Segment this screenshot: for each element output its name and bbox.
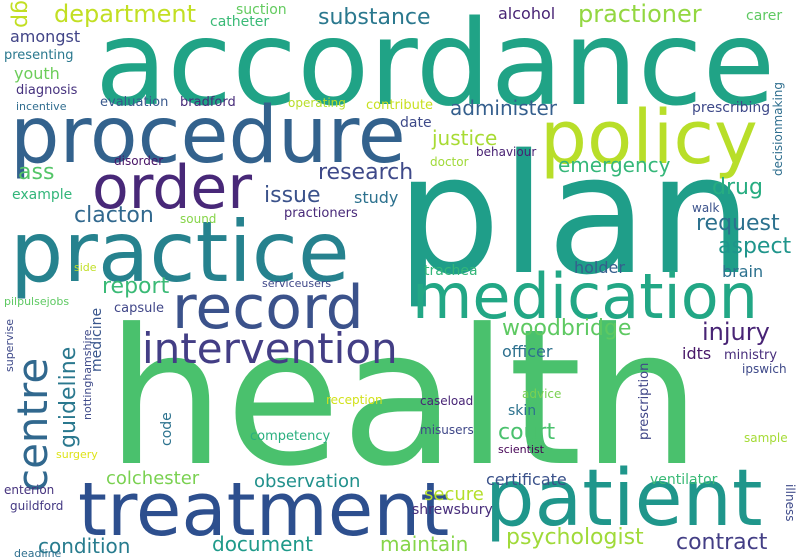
word-practice: practice xyxy=(10,203,350,301)
word-colchester: colchester xyxy=(106,468,200,489)
word-medicine: medicine xyxy=(89,307,105,372)
word-treatment: treatment xyxy=(78,467,450,553)
word-reception: reception xyxy=(326,393,383,407)
word-advice: advice xyxy=(522,387,562,401)
word-condition: condition xyxy=(38,534,131,558)
word-illness: illness xyxy=(783,484,797,522)
word-accordance: accordance xyxy=(95,0,776,132)
word-skin: skin xyxy=(508,403,537,419)
word-side: side xyxy=(74,261,97,274)
word-practioner: practioner xyxy=(578,0,702,28)
word-scientist: scientist xyxy=(498,443,544,456)
word-diagnosis: diagnosis xyxy=(16,83,78,98)
word-idts: idts xyxy=(682,344,712,363)
word-psychologist: psychologist xyxy=(506,525,644,550)
word-emergency: emergency xyxy=(558,153,671,177)
word-presenting: presenting xyxy=(4,48,74,63)
word-centre: centre xyxy=(8,357,57,492)
word-brain: brain xyxy=(722,262,764,281)
word-report: report xyxy=(102,274,170,299)
word-supervise: supervise xyxy=(3,318,16,372)
word-example: example xyxy=(12,187,73,203)
word-deadline: deadline xyxy=(14,547,62,560)
word-request: request xyxy=(696,211,780,236)
word-prescribing: prescribing xyxy=(692,100,771,116)
word-competency: competency xyxy=(250,429,331,444)
word-walk: walk xyxy=(692,201,720,215)
word-intervention: intervention xyxy=(142,324,398,373)
word-clacton: clacton xyxy=(74,203,154,228)
word-certificate: certificate xyxy=(486,470,567,489)
word-decisionmaking: decisionmaking xyxy=(771,81,785,176)
word-bradford: bradford xyxy=(180,95,236,110)
word-shrewsbury: shrewsbury xyxy=(412,502,493,518)
word-prescription: prescription xyxy=(637,362,652,440)
word-study: study xyxy=(354,188,399,207)
word-medication: medication xyxy=(412,260,758,333)
word-surgery: surgery xyxy=(56,448,98,461)
word-order: order xyxy=(92,153,252,223)
word-behaviour: behaviour xyxy=(476,145,537,159)
word-carer: carer xyxy=(746,8,783,24)
word-guideline: guideline xyxy=(56,346,81,448)
word-record: record xyxy=(172,273,364,343)
word-misusers: misusers xyxy=(420,423,474,437)
word-health: health xyxy=(106,289,702,508)
word-ministry: ministry xyxy=(724,348,778,363)
word-pilpulsejobs: pilpulsejobs xyxy=(4,295,70,308)
word-maintain: maintain xyxy=(380,532,469,556)
word-justice: justice xyxy=(432,126,498,150)
word-amongst: amongst xyxy=(10,27,81,46)
word-trachea: trachea xyxy=(424,263,478,279)
word-aspect: aspect xyxy=(718,234,792,259)
word-serviceusers: serviceusers xyxy=(262,277,332,290)
word-injury: injury xyxy=(702,318,770,346)
word-sound: sound xyxy=(180,212,217,226)
word-capsule: capsule xyxy=(114,301,164,316)
word-operating: operating xyxy=(288,96,346,110)
word-department: department xyxy=(54,0,196,28)
word-officer: officer xyxy=(502,342,553,361)
word-gp: gp xyxy=(9,0,34,28)
word-procedure: procedure xyxy=(10,91,406,181)
word-doctor: doctor xyxy=(430,155,469,169)
word-drug: drug xyxy=(712,175,763,200)
word-enterion: enterion xyxy=(4,483,55,497)
word-plan: plan xyxy=(396,119,753,311)
word-sample: sample xyxy=(744,431,788,445)
word-woodbridge: woodbridge xyxy=(502,316,632,341)
word-document: document xyxy=(212,532,313,556)
word-practioners: practioners xyxy=(284,206,358,221)
word-disorder: disorder xyxy=(114,154,164,168)
word-holder: holder xyxy=(574,258,625,277)
word-code: code xyxy=(159,412,175,446)
word-ipswich: ipswich xyxy=(742,362,787,376)
word-ventilator: ventilator xyxy=(650,472,718,488)
word-date: date xyxy=(400,115,432,131)
word-youth: youth xyxy=(14,64,60,83)
word-contract: contract xyxy=(676,530,768,555)
word-observation: observation xyxy=(254,471,361,492)
word-alcohol: alcohol xyxy=(498,4,556,23)
word-secure: secure xyxy=(424,484,484,505)
word-contribute: contribute xyxy=(366,98,433,113)
word-substance: substance xyxy=(318,5,431,30)
word-research: research xyxy=(318,160,414,185)
word-incentive: incentive xyxy=(16,100,67,113)
word-ass: ass xyxy=(18,160,55,185)
word-evaluation: evaluation xyxy=(100,95,169,110)
word-policy: policy xyxy=(540,95,758,181)
word-guildford: guildford xyxy=(10,499,64,513)
word-catheter: catheter xyxy=(210,14,270,30)
word-patient: patient xyxy=(485,454,763,544)
word-caseload: caseload xyxy=(420,394,474,408)
word-issue: issue xyxy=(264,183,321,208)
word-court: court xyxy=(498,420,556,445)
word-administer: administer xyxy=(450,96,558,120)
word-suction: suction xyxy=(236,2,287,18)
